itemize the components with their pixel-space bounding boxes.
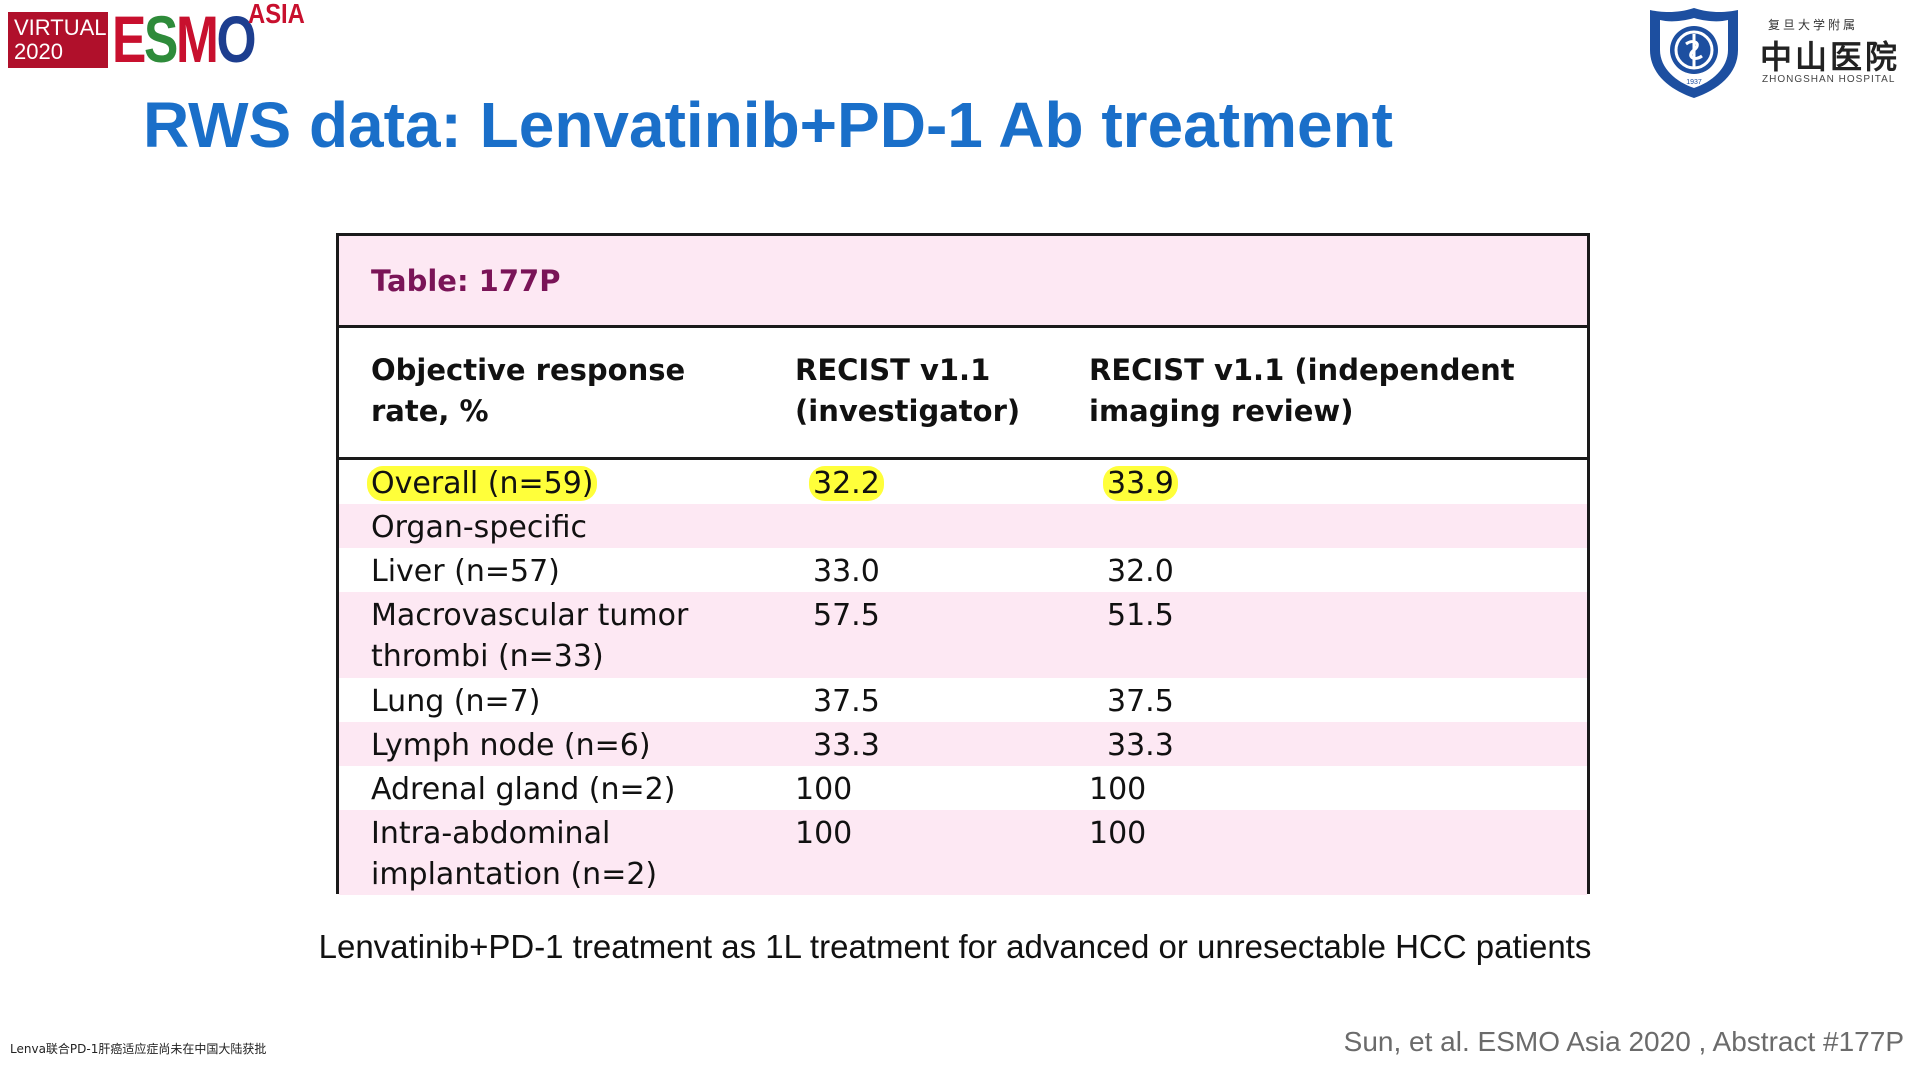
slide-subtitle: Lenvatinib+PD-1 treatment as 1L treatmen… [318,928,1592,965]
table-row-lymph-node: Lymph node (n=6) 33.3 33.3 [339,722,1587,766]
hospital-shield-icon: 1937 [1650,8,1738,98]
table-header-row: Objective response rate, % RECIST v1.1 (… [339,328,1587,460]
investigator-value: 57.5 [813,598,880,633]
highlighted-label: Overall (n=59) [367,466,598,501]
investigator-value: 37.5 [813,684,880,719]
header-line: Objective response [371,353,686,387]
slide-title: RWS data: Lenvatinib+PD-1 Ab treatment [143,89,1393,161]
table-caption: Table: 177P [339,236,1587,328]
hospital-name-en: ZHONGSHAN HOSPITAL [1762,74,1896,85]
investigator-value: 33.0 [813,554,880,589]
esmo-letter-s: S [144,2,178,76]
response-rate-table: Table: 177P Objective response rate, % R… [336,233,1590,895]
independent-value: 32.0 [1107,554,1174,589]
table-row-intra-abdominal: Intra-abdominal implantation (n=2) 100 1… [339,810,1587,895]
independent-value: 100 [1089,816,1147,851]
highlighted-value: 32.2 [809,466,884,501]
table-row-overall: Overall (n=59) 32.2 33.9 [339,460,1587,504]
row-label: Lung (n=7) [371,684,541,719]
header-independent-review: RECIST v1.1 (independent imaging review) [1089,350,1529,432]
header-objective-response: Objective response rate, % [371,350,731,432]
zhongshan-hospital-logo: 1937 复旦大学附属 中山医院 ZHONGSHAN HOSPITAL [1642,4,1902,100]
header-line: RECIST v1.1 [795,353,991,387]
investigator-value: 100 [795,772,853,807]
independent-value: 100 [1089,772,1147,807]
virtual-label: VIRTUAL [14,15,107,40]
table-row-macrovascular: Macrovascular tumor thrombi (n=33) 57.5 … [339,592,1587,678]
table-row-liver: Liver (n=57) 33.0 32.0 [339,548,1587,592]
virtual-2020-badge: VIRTUAL 2020 [8,12,108,68]
header-line: rate, % [371,394,489,428]
investigator-value: 100 [795,816,853,851]
esmo-letter-m: M [176,2,219,76]
label-line: implantation (n=2) [371,857,658,892]
regulatory-footnote: Lenva联合PD-1肝癌适应症尚未在中国大陆获批 [10,1042,267,1056]
independent-value: 33.9 [1103,463,1178,504]
esmo-asia-logo: VIRTUAL 2020 ESMO ASIA [8,0,308,72]
header-line: RECIST v1.1 (independent [1089,353,1515,387]
independent-value: 33.3 [1107,728,1174,763]
hospital-affiliation: 复旦大学附属 [1768,18,1859,32]
table-row-lung: Lung (n=7) 37.5 37.5 [339,678,1587,722]
label-line: Intra-abdominal [371,816,611,851]
row-label: Macrovascular tumor thrombi (n=33) [371,595,688,677]
header-line: (investigator) [795,394,1021,428]
independent-value: 51.5 [1107,598,1174,633]
row-label: Overall (n=59) [367,463,598,504]
citation: Sun, et al. ESMO Asia 2020 , Abstract #1… [1343,1026,1904,1057]
esmo-letter-e: E [112,2,146,76]
table-row-adrenal-gland: Adrenal gland (n=2) 100 100 [339,766,1587,810]
header-investigator: RECIST v1.1 (investigator) [795,350,1035,432]
label-line: Macrovascular tumor [371,598,689,633]
asia-label: ASIA [248,0,305,29]
esmo-letter-o: O [216,2,257,76]
investigator-value: 33.3 [813,728,880,763]
highlighted-value: 33.9 [1103,466,1178,501]
row-label: Intra-abdominal implantation (n=2) [371,813,657,895]
hospital-name-cn: 中山医院 [1760,38,1901,76]
row-label: Lymph node (n=6) [371,728,651,763]
table-body: Overall (n=59) 32.2 33.9 Organ-specific … [339,460,1587,895]
hospital-year: 1937 [1686,79,1702,86]
row-label: Organ-specific [371,510,588,545]
label-line: thrombi (n=33) [371,639,604,674]
row-label: Liver (n=57) [371,554,560,589]
independent-value: 37.5 [1107,684,1174,719]
row-label: Adrenal gland (n=2) [371,772,676,807]
table-row-organ-specific: Organ-specific [339,504,1587,548]
year-label: 2020 [14,39,63,64]
header-line: imaging review) [1089,394,1354,428]
investigator-value: 32.2 [809,463,884,504]
esmo-wordmark: ESMO [112,2,257,76]
